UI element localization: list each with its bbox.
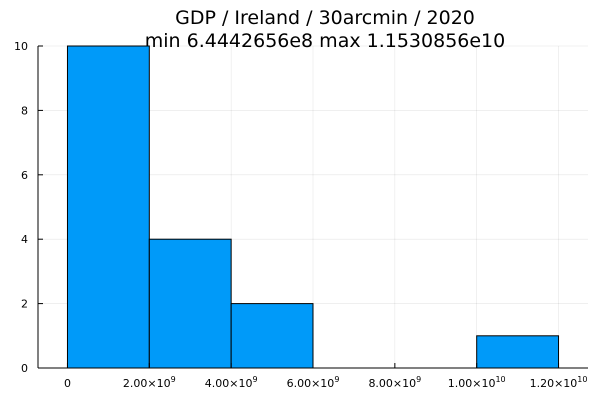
y-tick-label: 0	[21, 362, 28, 375]
x-tick-label: 8.00×109	[368, 375, 421, 390]
y-tick-label: 2	[21, 298, 28, 311]
y-tick-label: 10	[14, 40, 28, 53]
bars-layer	[66, 45, 560, 369]
x-tick-exponent: 9	[171, 375, 176, 384]
x-tick-label: 1.20×1010	[530, 375, 588, 390]
y-tick-label: 6	[21, 169, 28, 182]
chart-title-line-1: GDP / Ireland / 30arcmin / 2020	[175, 7, 475, 29]
x-tick-exponent: 10	[577, 375, 587, 384]
x-tick-mantissa: 6.00×10	[287, 377, 335, 390]
x-tick-mantissa: 8.00×10	[368, 377, 416, 390]
x-tick-exponent: 9	[416, 375, 421, 384]
histogram-bar	[148, 238, 232, 369]
histogram-bar	[230, 303, 314, 369]
x-tick-mantissa: 1.00×10	[448, 377, 496, 390]
x-tick-mantissa: 0	[64, 377, 71, 390]
x-tick-label: 2.00×109	[123, 375, 176, 390]
x-tick-label: 1.00×1010	[448, 375, 506, 390]
x-tick-label: 0	[64, 377, 71, 390]
x-tick-exponent: 9	[334, 375, 339, 384]
ticks-layer: 0 2.00×109 4.00×109 6.00×109 8.00×109 1.00×10…	[14, 40, 587, 390]
histogram-bar	[66, 45, 150, 369]
x-tick-label: 6.00×109	[287, 375, 340, 390]
x-tick-label: 4.00×109	[205, 375, 258, 390]
x-tick-exponent: 10	[495, 375, 505, 384]
x-tick-mantissa: 2.00×10	[123, 377, 171, 390]
x-tick-mantissa: 4.00×10	[205, 377, 253, 390]
histogram-bar	[476, 335, 560, 369]
x-tick-exponent: 9	[252, 375, 257, 384]
x-tick-mantissa: 1.20×10	[530, 377, 578, 390]
y-tick-label: 8	[21, 104, 28, 117]
y-tick-label: 4	[21, 233, 28, 246]
chart-title-line-2: min 6.4442656e8 max 1.1530856e10	[145, 30, 505, 52]
